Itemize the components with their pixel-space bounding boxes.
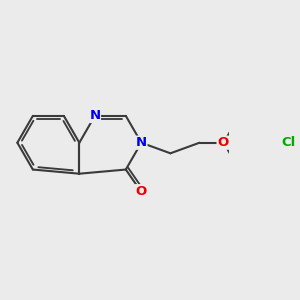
Text: O: O <box>217 136 228 149</box>
Text: N: N <box>89 110 100 122</box>
Text: O: O <box>135 185 146 198</box>
Text: Cl: Cl <box>281 136 296 149</box>
Text: N: N <box>136 136 147 149</box>
